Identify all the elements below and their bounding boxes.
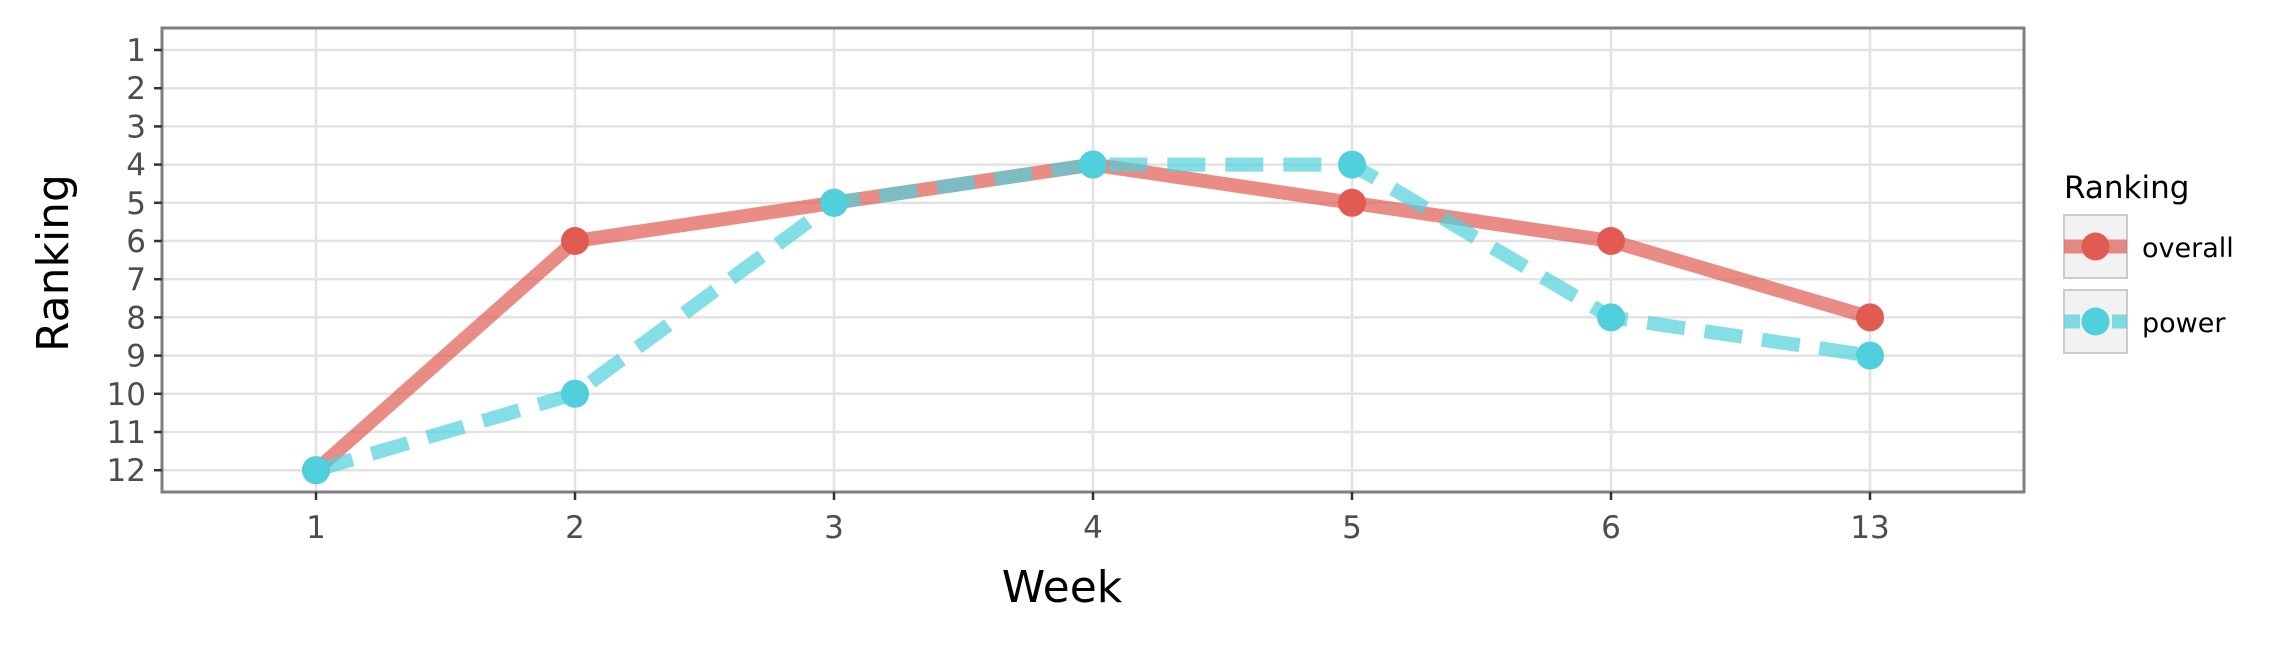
series-layer — [302, 150, 1884, 485]
x-tick-label: 6 — [1601, 510, 1621, 546]
y-tick-label: 2 — [126, 71, 146, 107]
y-tick-label: 8 — [126, 300, 146, 336]
y-axis-title: Ranking — [28, 174, 79, 352]
data-point-overall — [561, 227, 589, 255]
x-tick-label: 4 — [1083, 510, 1103, 546]
data-point-overall — [1597, 227, 1625, 255]
y-tick-label: 3 — [126, 109, 146, 145]
data-point-power — [1079, 150, 1107, 179]
legend: Ranking overall power — [2063, 170, 2234, 354]
y-tick-label: 5 — [126, 186, 146, 222]
data-point-power — [1338, 150, 1366, 179]
data-point-overall — [1338, 188, 1366, 217]
data-point-power — [561, 379, 589, 408]
x-tick-label: 3 — [824, 510, 844, 546]
grid-layer — [162, 28, 2024, 492]
y-tick-label: 7 — [126, 262, 146, 298]
x-tick-label: 1 — [306, 510, 326, 546]
y-tick-label: 9 — [126, 339, 146, 375]
legend-point-power — [2081, 307, 2110, 336]
y-tick-label: 6 — [126, 224, 146, 260]
data-point-power — [820, 188, 848, 217]
y-tick-label: 10 — [107, 377, 146, 413]
x-tick-label: 2 — [565, 510, 585, 546]
x-axis-ticks: 1 2 3 4 5 6 13 — [306, 492, 1890, 546]
legend-point-overall — [2081, 232, 2110, 261]
legend-label-overall: overall — [2142, 233, 2234, 264]
data-point-overall — [1856, 303, 1884, 332]
y-tick-label: 4 — [126, 148, 146, 184]
y-tick-label: 1 — [126, 33, 146, 69]
data-point-power — [1597, 303, 1625, 332]
legend-items: overall power — [2063, 214, 2234, 354]
x-tick-label: 13 — [1850, 510, 1889, 546]
y-tick-label: 11 — [107, 415, 146, 451]
x-tick-label: 5 — [1342, 510, 1362, 546]
legend-label-power: power — [2142, 308, 2226, 339]
data-point-power — [302, 456, 330, 485]
data-point-power — [1856, 341, 1884, 370]
legend-title: Ranking — [2064, 170, 2189, 206]
x-axis-title: Week — [1002, 562, 1123, 613]
y-tick-label: 12 — [107, 453, 146, 489]
